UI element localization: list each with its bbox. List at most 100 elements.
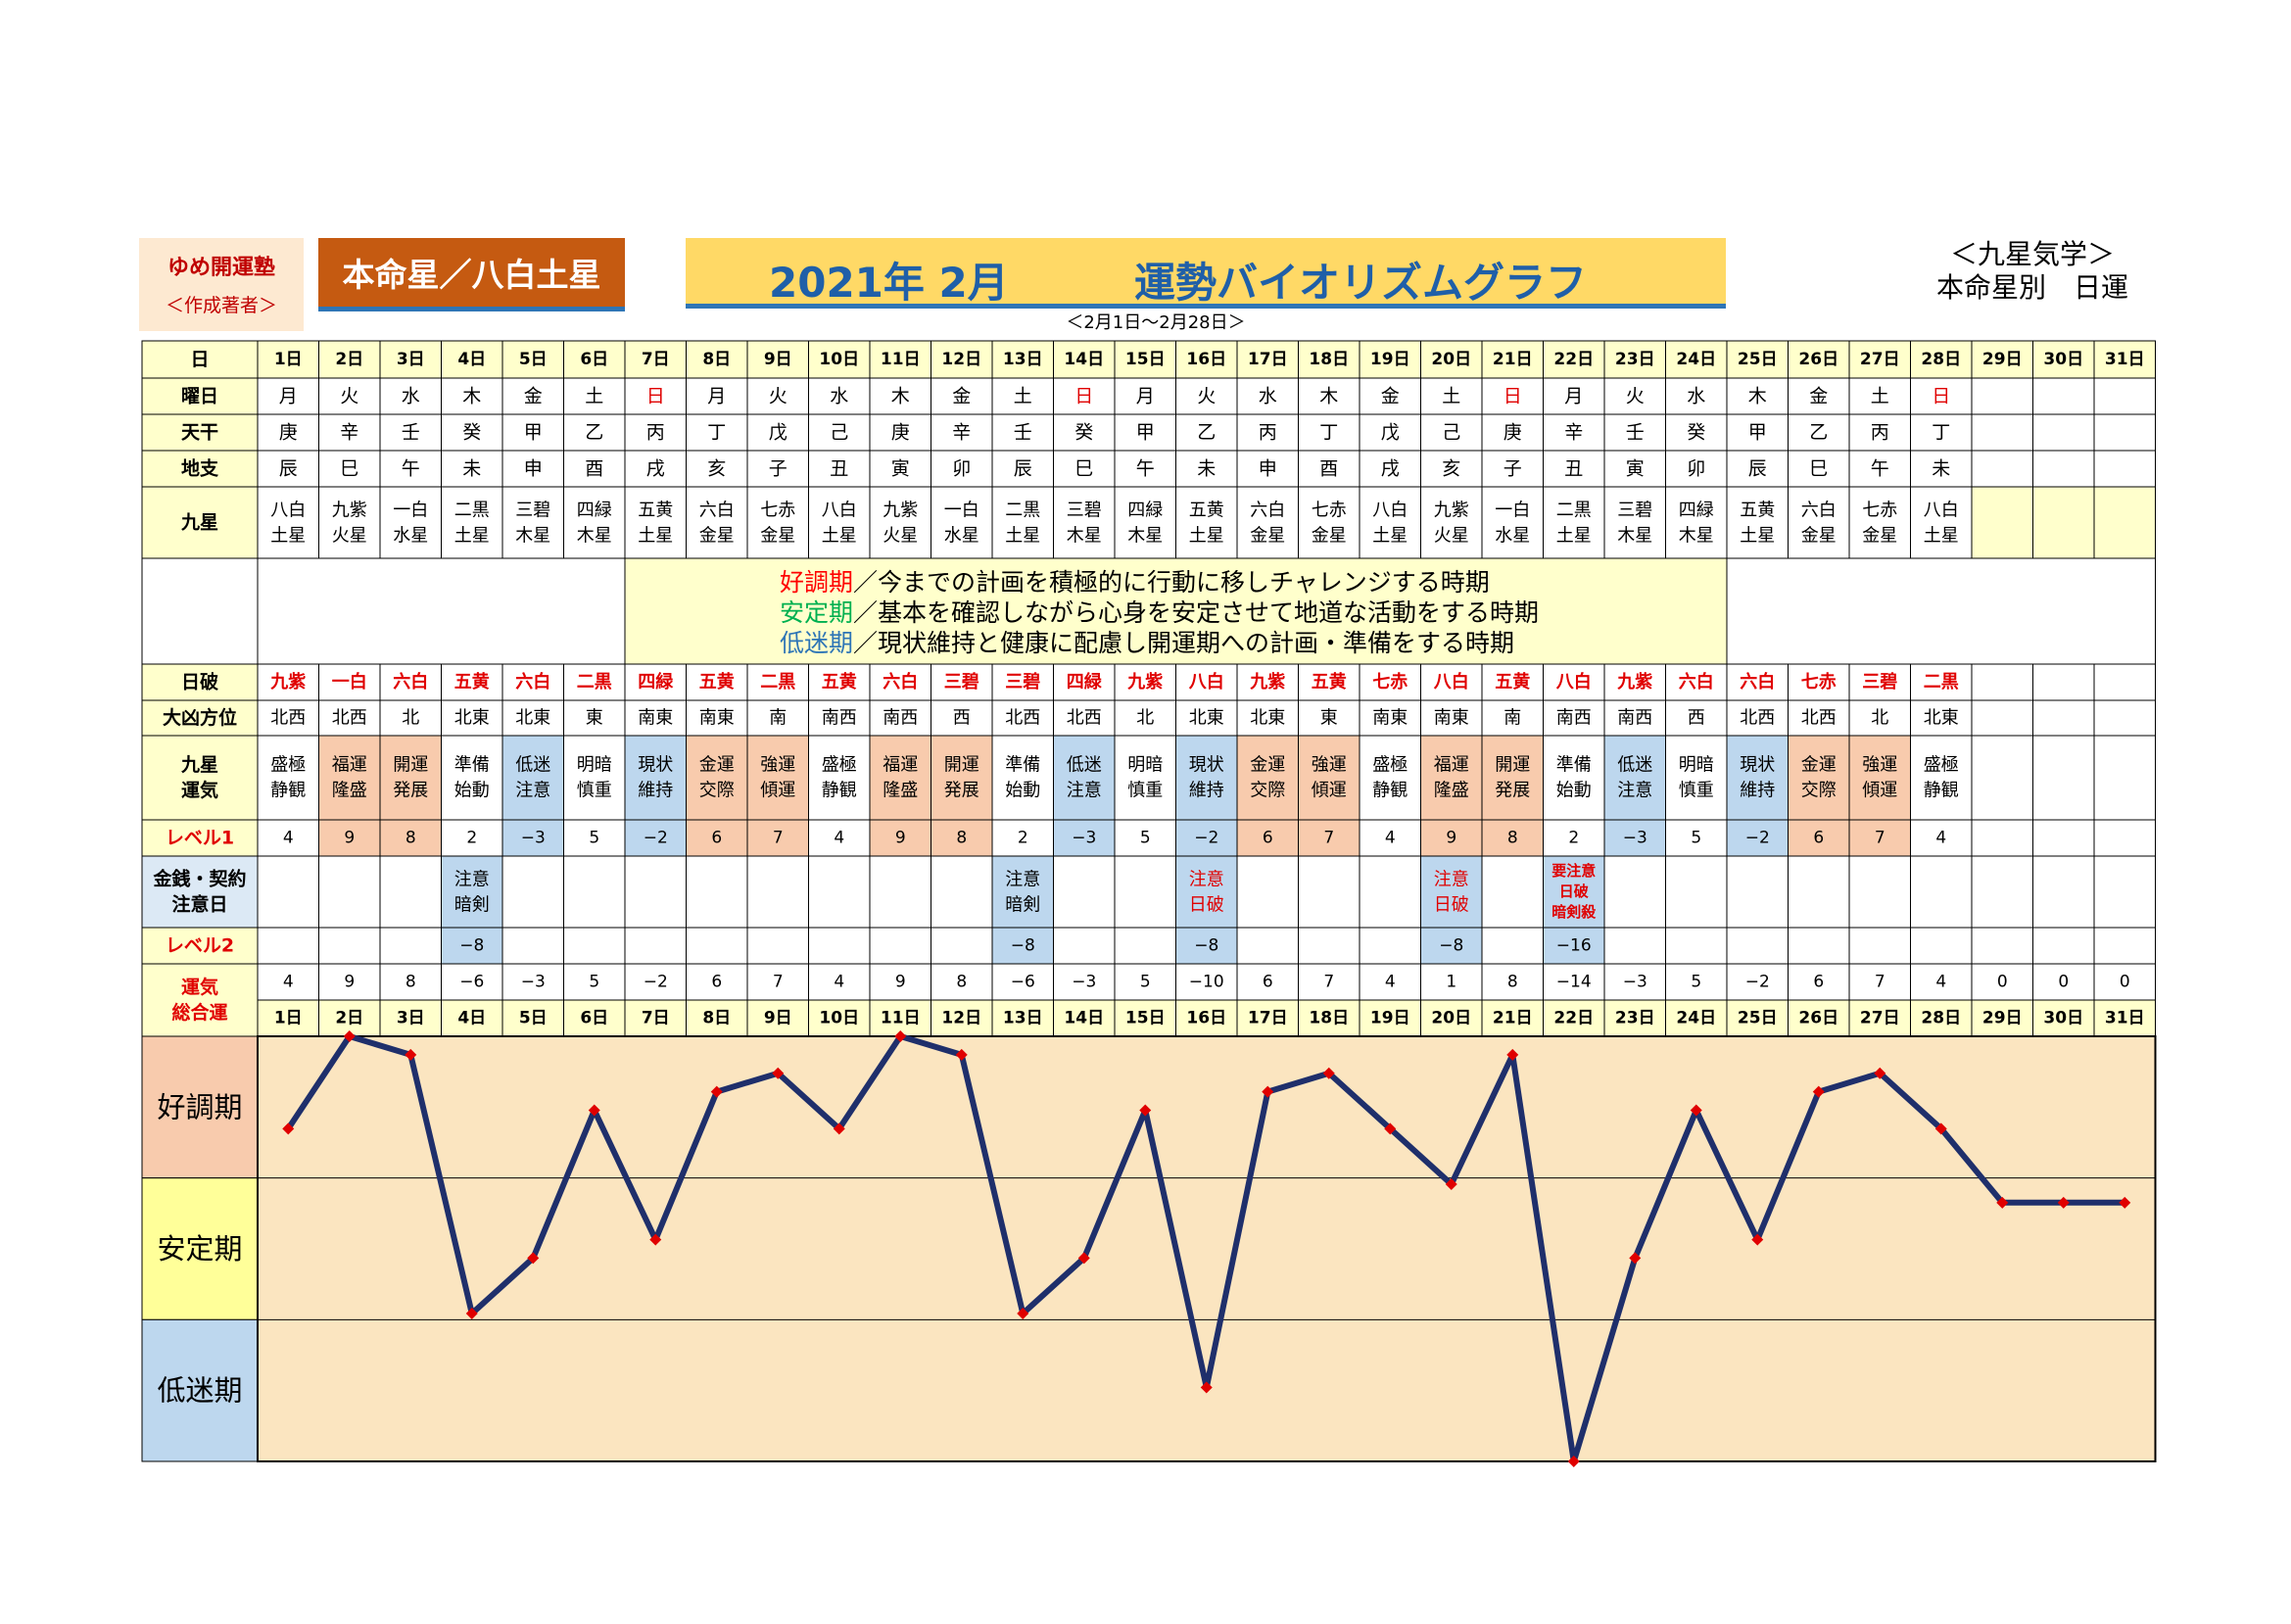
level1-cell — [1175, 819, 1238, 857]
kyusei-line1: 一白 — [944, 501, 979, 521]
weekday: 金 — [1809, 386, 1828, 407]
sogo-value: −3 — [1072, 973, 1096, 992]
kyusei-cell — [1665, 486, 1728, 559]
day-header-cell — [1543, 340, 1605, 379]
day-footer: 22日 — [1553, 1009, 1594, 1028]
kyusei-cell — [318, 486, 381, 559]
row-label-cell — [141, 340, 259, 379]
tenkan: 壬 — [402, 422, 420, 444]
unki-cell — [1603, 735, 1666, 821]
unki-cell — [1114, 735, 1176, 821]
daikyo: 北西 — [1005, 708, 1040, 729]
daikyo-cell — [1971, 699, 2033, 737]
tenkan-cell — [1114, 413, 1176, 452]
nippa: 八白 — [1434, 671, 1469, 693]
unki-cell — [441, 735, 503, 821]
kyusei-line2: 金星 — [1250, 526, 1285, 547]
unki-line2: 静観 — [822, 781, 857, 801]
unki-line1: 明暗 — [577, 755, 612, 776]
unki-line2: 傾運 — [760, 781, 795, 801]
kinsen-cell — [2032, 855, 2095, 929]
level1-value: 9 — [1446, 829, 1456, 848]
day-header: 17日 — [1248, 350, 1288, 369]
level1-value: 4 — [1385, 829, 1396, 848]
unki-cell — [1788, 735, 1850, 821]
kyusei-line1: 三碧 — [515, 501, 550, 521]
level1-cell — [1910, 819, 1973, 857]
kyusei-cell — [1788, 486, 1850, 559]
nippa: 六白 — [393, 671, 428, 693]
unki-line1: 準備 — [1556, 755, 1592, 776]
level1-value: 5 — [589, 829, 599, 848]
daikyo-cell — [808, 699, 871, 737]
level2-cell — [1175, 927, 1238, 965]
daikyo: 北西 — [1801, 708, 1837, 729]
row-label-day: 日 — [190, 349, 209, 370]
level1-value: 2 — [1568, 829, 1579, 848]
unki-cell — [624, 735, 687, 821]
day-header-cell — [1114, 340, 1176, 379]
unki-cell — [1298, 735, 1360, 821]
sogo-cell — [1175, 963, 1238, 1001]
daikyo: 南東 — [1434, 708, 1469, 729]
row-label-daikyo: 大凶方位 — [163, 706, 237, 729]
data-point — [955, 1048, 968, 1061]
weekday-cell — [2093, 377, 2156, 415]
chishi-cell — [1848, 450, 1911, 488]
kyusei-line1: 八白 — [1924, 501, 1959, 521]
weekday: 金 — [952, 386, 971, 407]
unki-line1: 明暗 — [1127, 755, 1163, 776]
sogo-value: 5 — [589, 973, 599, 992]
day-header: 12日 — [941, 350, 981, 369]
legend-desc: ／基本を確認しながら心身を安定させて地道な活動をする時期 — [853, 598, 1539, 627]
sogo-cell — [1053, 963, 1116, 1001]
nippa-cell — [869, 663, 931, 701]
day-header-cell — [2032, 340, 2095, 379]
kyusei-cell — [1481, 486, 1544, 559]
day-footer: 16日 — [1186, 1009, 1226, 1028]
weekday-cell — [1543, 377, 1605, 415]
nippa: 二黒 — [760, 672, 795, 693]
kyusei-line1: 二黒 — [1005, 501, 1040, 521]
day-footer: 30日 — [2043, 1009, 2083, 1028]
kinsen-cell — [379, 855, 442, 929]
chishi: 戌 — [646, 458, 665, 480]
kinsen-cell — [1420, 855, 1483, 929]
sogo-value: 0 — [2120, 973, 2130, 992]
weekday: 月 — [1564, 386, 1583, 407]
sogo-cell — [1788, 963, 1850, 1001]
unki-line1: 強運 — [1312, 755, 1347, 776]
nippa-cell — [563, 663, 626, 701]
day-footer: 12日 — [941, 1009, 981, 1028]
day-header-cell — [379, 340, 442, 379]
level1-value: −2 — [1194, 829, 1218, 848]
data-point — [527, 1252, 540, 1265]
sogo-cell — [1543, 963, 1605, 1001]
level2-cell — [1298, 927, 1360, 965]
unki-cell — [2093, 735, 2156, 821]
weekday: 水 — [1259, 386, 1277, 407]
level1-value: 9 — [344, 829, 355, 848]
level1-value: 8 — [956, 829, 967, 848]
data-point — [1200, 1381, 1213, 1394]
tenkan-cell — [1053, 413, 1116, 452]
day-footer: 17日 — [1248, 1009, 1288, 1028]
sogo-cell — [1420, 963, 1483, 1001]
chishi-cell — [1971, 450, 2033, 488]
sogo-cell — [2093, 963, 2156, 1001]
unki-line2: 発展 — [1495, 781, 1530, 801]
unki-cell — [1175, 735, 1238, 821]
level2-cell — [686, 927, 748, 965]
nippa: 四緑 — [638, 671, 674, 693]
data-point — [1017, 1308, 1029, 1320]
kyusei-cell — [1848, 486, 1911, 559]
row-label-cell — [141, 699, 259, 737]
level2-cell — [1053, 927, 1116, 965]
level1-cell — [257, 819, 319, 857]
chishi: 子 — [1503, 458, 1522, 480]
weekday: 土 — [1014, 386, 1032, 407]
row-label-cell — [141, 413, 259, 452]
level2-cell — [1971, 927, 2033, 965]
weekday: 火 — [1197, 386, 1216, 407]
kyusei-line2: 金星 — [1801, 526, 1837, 547]
